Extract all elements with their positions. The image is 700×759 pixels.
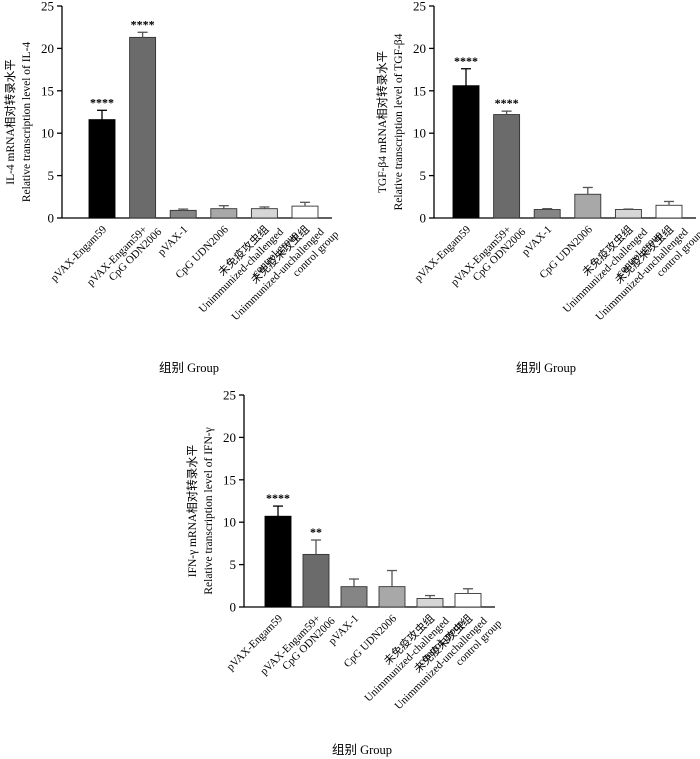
bar bbox=[88, 119, 116, 219]
category-label: pVAX-1 bbox=[156, 224, 191, 259]
bar bbox=[614, 209, 642, 219]
bar bbox=[452, 85, 480, 219]
bar bbox=[250, 208, 278, 219]
bar bbox=[493, 114, 521, 219]
y-axis-label-cn: IL-4 mRNA相对转录水平 bbox=[3, 59, 17, 185]
x-axis-label: 组别 Group bbox=[159, 361, 219, 375]
y-tick-label: 20 bbox=[223, 430, 236, 445]
significance-label: **** bbox=[131, 17, 155, 31]
chart-panel: 0510152025****pVAX-Engam59****pVAX-Engam… bbox=[375, 0, 700, 375]
y-tick-label: 25 bbox=[413, 0, 426, 14]
bar bbox=[574, 193, 602, 219]
bar bbox=[264, 515, 292, 608]
bar bbox=[655, 204, 683, 219]
y-tick-label: 15 bbox=[223, 472, 236, 487]
y-axis-label-en: Relative transcription level of IFN-γ bbox=[203, 427, 215, 594]
category-label-line: pVAX-1 bbox=[520, 224, 555, 259]
significance-label: **** bbox=[454, 54, 478, 68]
category-label: pVAX-1 bbox=[520, 224, 555, 259]
bar bbox=[210, 208, 238, 219]
y-axis-label-en: Relative transcription level of IL-4 bbox=[21, 42, 33, 203]
y-tick-label: 0 bbox=[420, 211, 427, 226]
y-tick-label: 5 bbox=[48, 168, 55, 183]
significance-label: **** bbox=[90, 95, 114, 109]
y-tick-label: 15 bbox=[413, 83, 426, 98]
y-axis-label-cn: TGF-β4 mRNA相对转录水平 bbox=[375, 51, 389, 193]
bar bbox=[169, 209, 197, 219]
y-tick-label: 10 bbox=[223, 515, 236, 530]
significance-label: **** bbox=[266, 491, 290, 505]
y-tick-label: 5 bbox=[420, 168, 427, 183]
bar bbox=[291, 205, 319, 219]
y-tick-label: 0 bbox=[230, 600, 237, 615]
significance-label: **** bbox=[495, 96, 519, 110]
bar bbox=[129, 36, 157, 219]
y-tick-label: 5 bbox=[230, 557, 237, 572]
y-tick-label: 25 bbox=[41, 0, 54, 14]
y-tick-label: 25 bbox=[223, 388, 236, 403]
bar bbox=[454, 592, 482, 608]
bar bbox=[302, 553, 330, 608]
bar bbox=[340, 586, 368, 608]
y-tick-label: 10 bbox=[41, 126, 54, 141]
bar bbox=[533, 209, 561, 219]
y-axis-label-en: Relative transcription level of TGF-β4 bbox=[393, 33, 405, 210]
y-axis-label-cn: IFN-γ mRNA相对转录水平 bbox=[185, 445, 199, 578]
y-tick-label: 15 bbox=[41, 83, 54, 98]
category-label-line: pVAX-1 bbox=[156, 224, 191, 259]
y-tick-label: 20 bbox=[41, 41, 54, 56]
x-axis-label: 组别 Group bbox=[516, 361, 576, 375]
significance-label: ** bbox=[310, 525, 322, 539]
chart-panel: 0510152025****pVAX-Engam59****pVAX-Engam… bbox=[3, 0, 341, 375]
y-tick-label: 0 bbox=[48, 211, 55, 226]
x-axis-label: 组别 Group bbox=[332, 743, 392, 757]
chart-panel: 0510152025****pVAX-Engam59**pVAX-Engam59… bbox=[185, 388, 504, 758]
y-tick-label: 10 bbox=[413, 126, 426, 141]
y-tick-label: 20 bbox=[413, 41, 426, 56]
bar bbox=[378, 586, 406, 608]
bar bbox=[416, 598, 444, 608]
